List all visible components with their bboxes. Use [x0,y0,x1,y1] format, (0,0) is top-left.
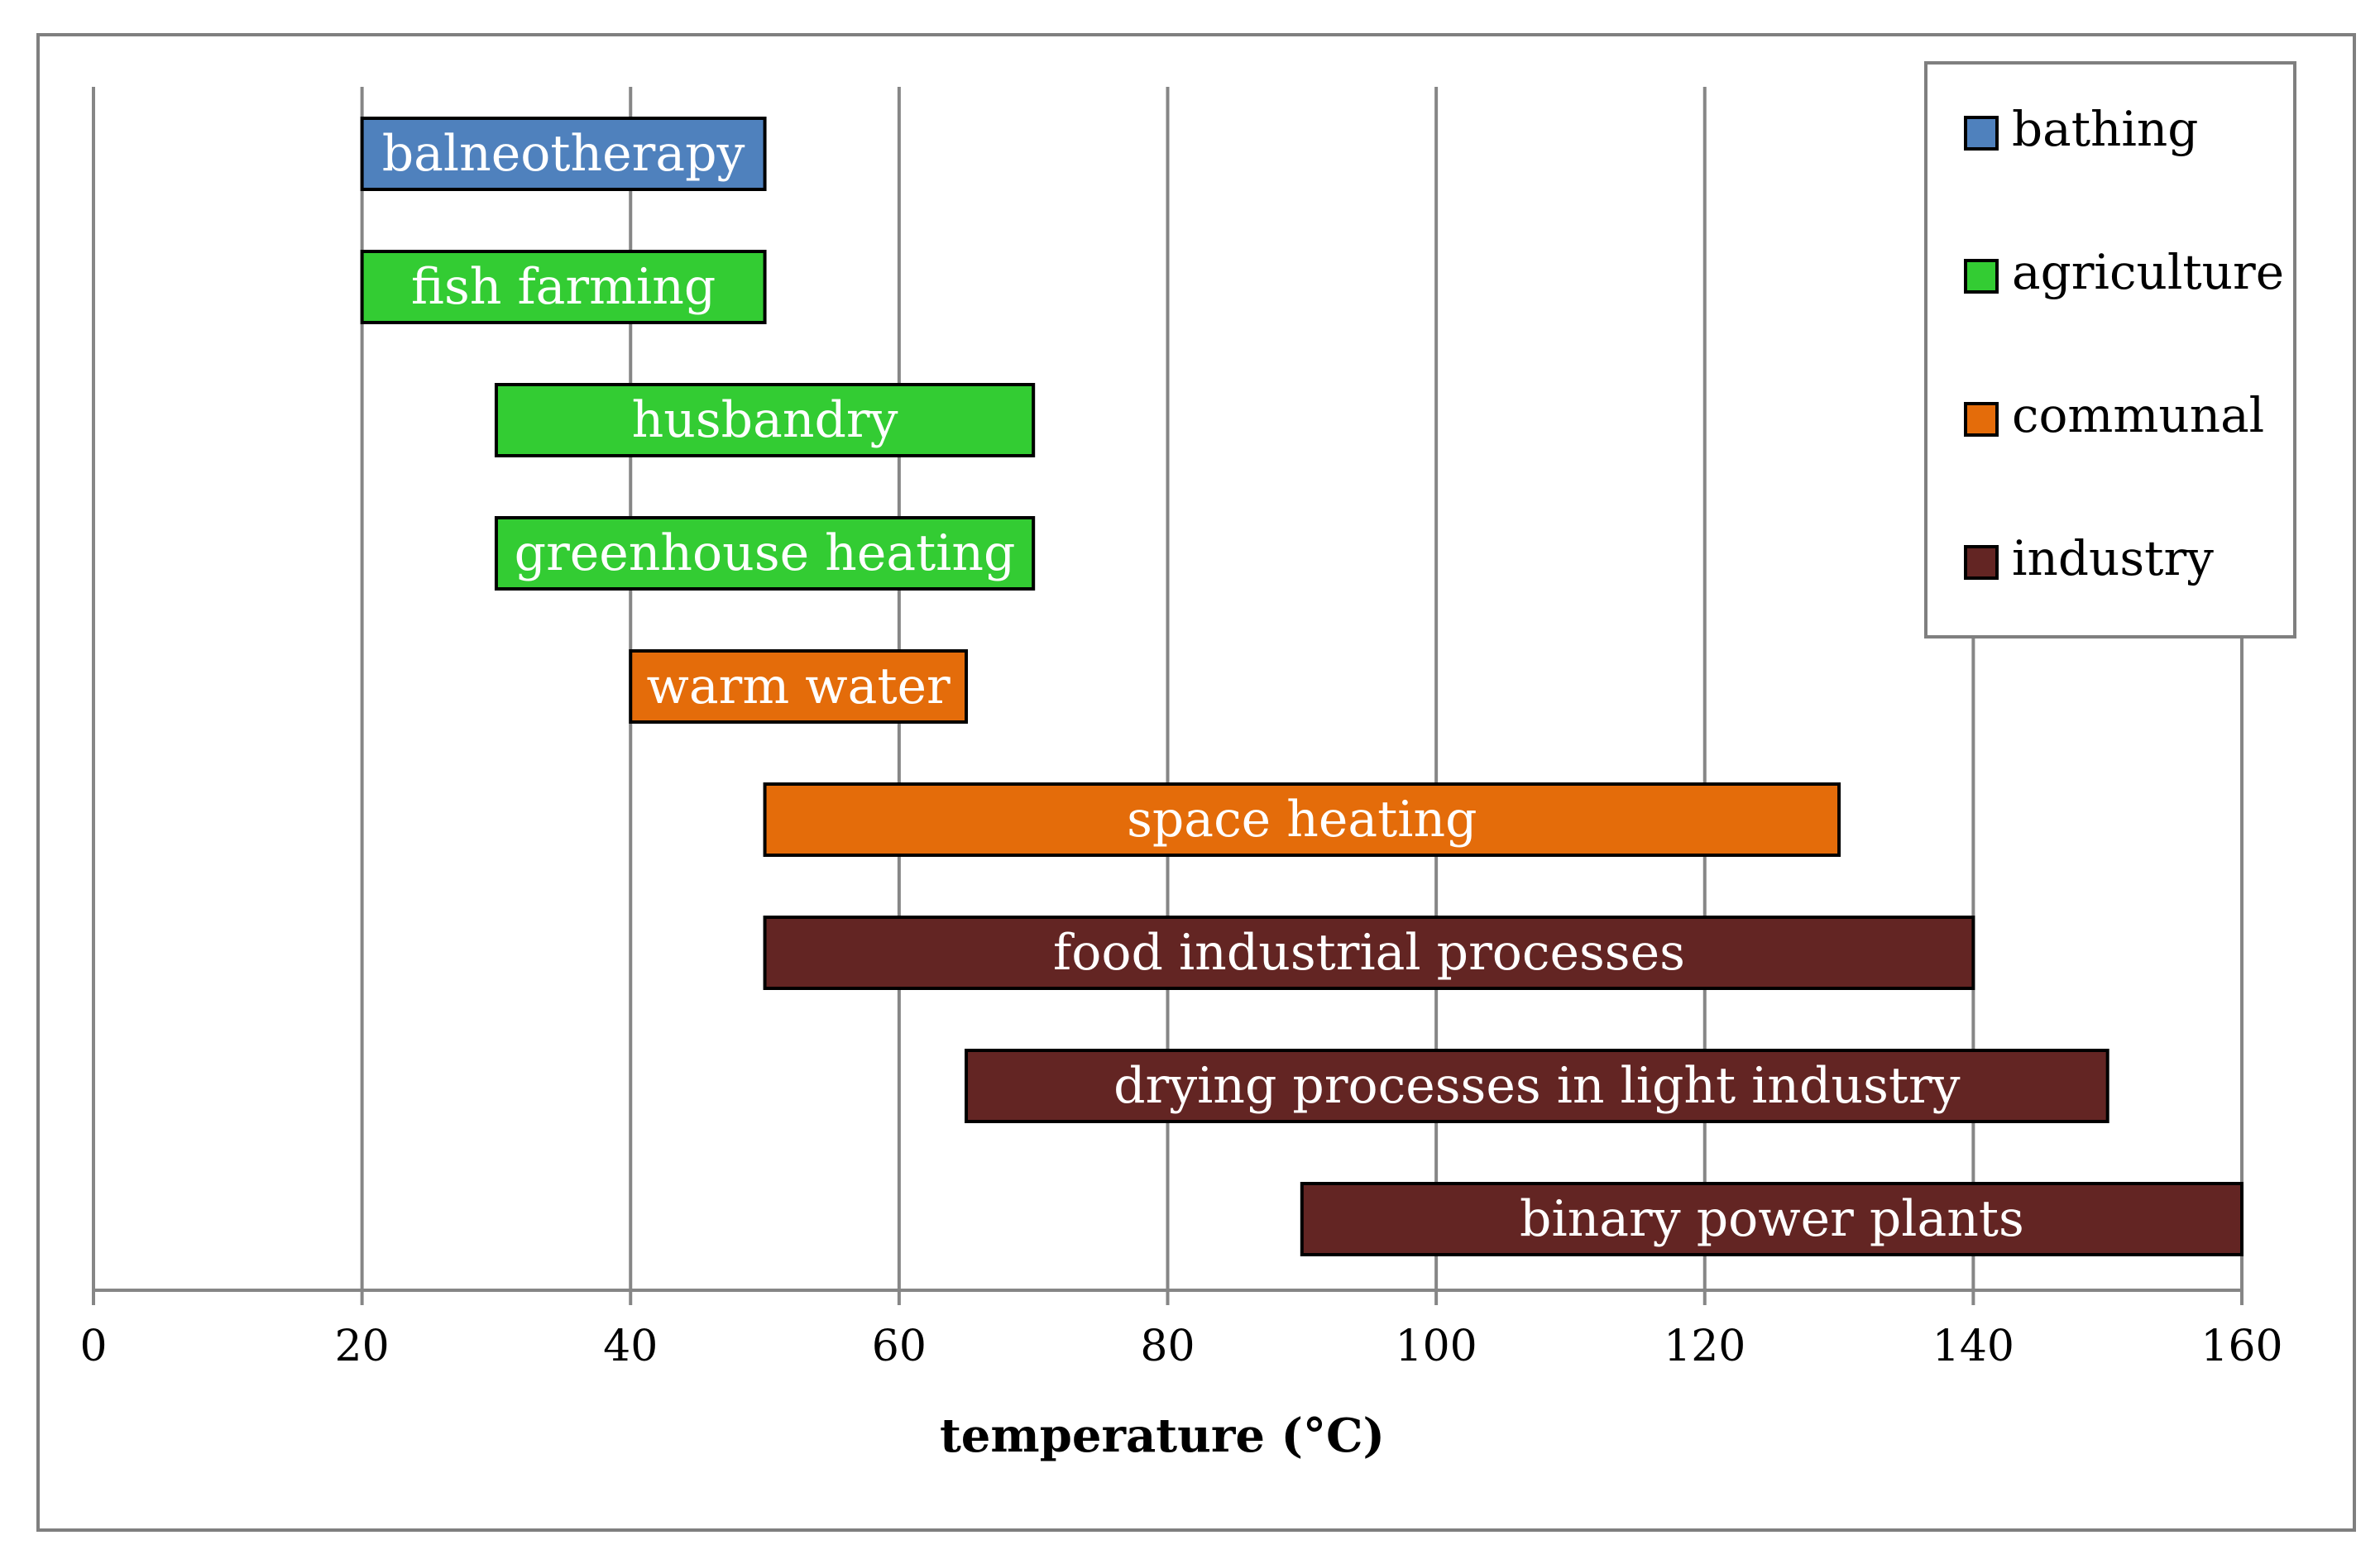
bar-group: greenhouse heating [494,516,1036,591]
bar-group: binary power plants [1300,1182,2244,1256]
bar-group: husbandry [494,383,1036,457]
range-bar [360,250,767,324]
x-axis: 0 20 40 60 80 100 120 140 160 [79,1289,2283,1371]
bar-label: drying processes in light industry [1113,1057,1961,1115]
x-axis-title: temperature (°C) [940,1409,1385,1463]
legend-swatch [1964,545,1999,580]
bar-label: greenhouse heating [515,524,1016,582]
range-bar [494,516,1036,591]
legend-item: industry [1964,530,2214,586]
bar-group: drying processes in light industry [965,1049,2109,1123]
bar-label: space heating [1127,791,1477,849]
bar-group: space heating [763,782,1841,857]
x-tick-label: 80 [1140,1322,1195,1371]
range-bar [629,649,969,724]
legend-item: agriculture [1964,244,2284,300]
legend: bathing agriculture communal industry [1924,61,2296,639]
x-tick-label: 40 [603,1322,658,1371]
bar-label: food industrial processes [1053,924,1685,982]
x-tick-label: 100 [1395,1322,1477,1371]
range-bar [763,916,1975,990]
bar-layer: balneotherapy fish farming husbandry greenh… [360,117,2244,1256]
bar-group: food industrial processes [763,916,1975,990]
legend-label: agriculture [2012,244,2284,300]
legend-item: communal [1964,387,2264,443]
range-bar [763,782,1841,857]
bar-label: fish farming [411,258,716,316]
legend-label: bathing [2012,101,2198,157]
range-bar [494,383,1036,457]
x-tick-label: 140 [1932,1322,2014,1371]
x-tick-label: 60 [872,1322,927,1371]
legend-swatch [1964,402,1999,437]
x-tick-label: 20 [335,1322,390,1371]
bar-group: balneotherapy [360,117,767,191]
bar-label: binary power plants [1520,1190,2024,1248]
range-bar [965,1049,2109,1123]
x-tick-label: 160 [2200,1322,2282,1371]
range-bar [1300,1182,2244,1256]
range-bar [360,117,767,191]
legend-swatch [1964,116,1999,151]
bar-label: husbandry [632,391,898,449]
legend-box [1924,61,2296,639]
legend-item: bathing [1964,101,2198,157]
bar-label: warm water [647,658,951,715]
legend-label: communal [2012,387,2264,443]
x-tick-label: 0 [79,1322,107,1371]
bar-label: balneotherapy [382,125,745,183]
bar-group: warm water [629,649,969,724]
x-tick-label: 120 [1664,1322,1745,1371]
bar-group: fish farming [360,250,767,324]
legend-swatch [1964,259,1999,294]
legend-label: industry [2012,530,2214,586]
